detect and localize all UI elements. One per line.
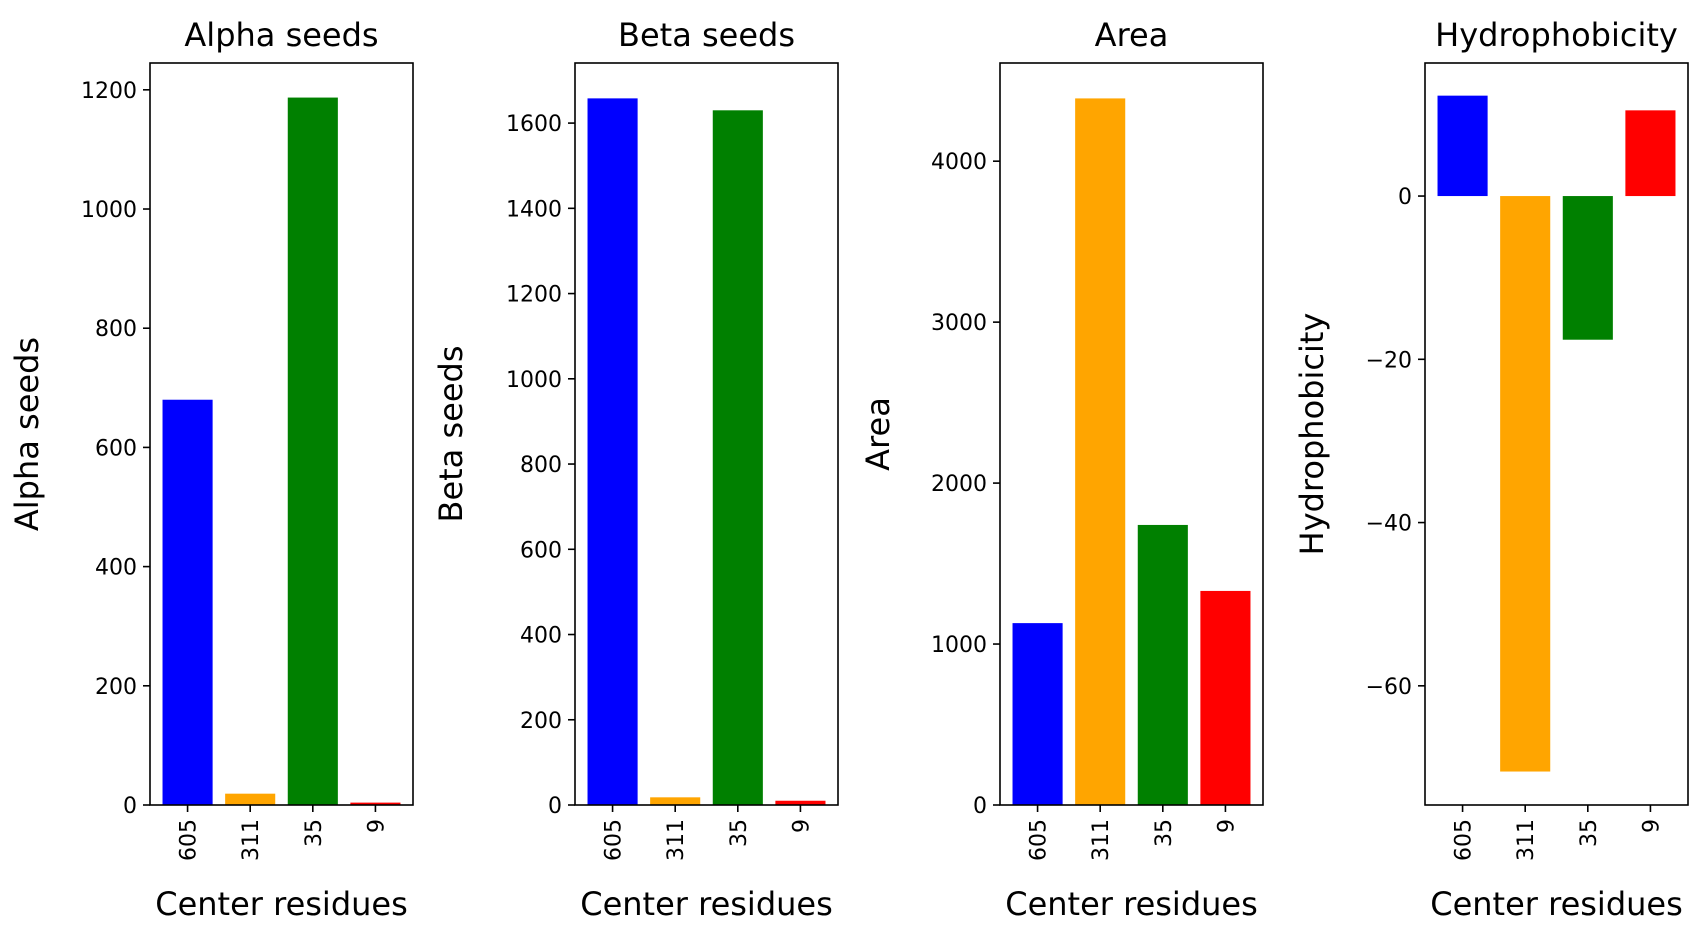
- y-tick-label: 1000: [931, 633, 987, 658]
- y-tick-label: 800: [95, 317, 137, 342]
- bar-605: [587, 98, 638, 806]
- plot-area: [587, 98, 826, 806]
- panel-hydrophobicity: Hydrophobicity Center residues Hydrophob…: [1293, 16, 1689, 923]
- y-axis-label: Hydrophobicity: [1293, 313, 1331, 556]
- bar-311: [225, 793, 276, 805]
- y-tick-label: −60: [1366, 675, 1412, 700]
- x-tick-label: 311: [239, 819, 264, 861]
- x-axis-label: Center residues: [1005, 885, 1258, 923]
- axes-frame: [1424, 62, 1689, 806]
- bar-9: [350, 802, 401, 805]
- x-tick-label: 605: [1452, 819, 1477, 861]
- y-tick-label: 0: [548, 794, 562, 819]
- x-tick-label: 35: [1152, 819, 1177, 847]
- bar-35: [1137, 524, 1188, 805]
- chart-title: Hydrophobicity: [1435, 16, 1678, 54]
- chart-title: Area: [1095, 16, 1169, 54]
- x-axis-label: Center residues: [580, 885, 833, 923]
- y-tick-label: 4000: [931, 150, 987, 175]
- x-axis-label: Center residues: [155, 885, 408, 923]
- bar-605: [162, 399, 213, 805]
- axes-frame: [574, 62, 839, 806]
- y-tick-label: 600: [520, 538, 562, 563]
- y-tick-label: 800: [520, 453, 562, 478]
- x-tick-label: 311: [664, 819, 689, 861]
- y-tick-label: 2000: [931, 472, 987, 497]
- bar-311: [650, 797, 701, 805]
- x-tick-label: 311: [1514, 819, 1539, 861]
- bar-35: [287, 97, 338, 805]
- y-axis-label: Area: [859, 397, 897, 471]
- bar-9: [1625, 110, 1676, 197]
- x-tick-label: 9: [1639, 819, 1664, 833]
- y-tick-label: 3000: [931, 311, 987, 336]
- y-tick-label: 1200: [81, 79, 137, 104]
- x-tick-label: 35: [727, 819, 752, 847]
- y-tick-label: 400: [95, 556, 137, 581]
- y-tick-label: 1200: [506, 283, 562, 308]
- plot-area: [162, 97, 401, 805]
- bar-35: [712, 110, 763, 805]
- y-tick-label: 1600: [506, 112, 562, 137]
- bar-9: [1200, 590, 1251, 805]
- x-axis-label: Center residues: [1430, 885, 1683, 923]
- bar-311: [1500, 196, 1551, 772]
- x-tick-label: 311: [1089, 819, 1114, 861]
- panel-beta-seeds: Beta seeds Center residues Beta seeds 0 2…: [432, 16, 839, 923]
- x-tick-label: 9: [1214, 819, 1239, 833]
- y-tick-label: 400: [520, 624, 562, 649]
- bar-35: [1562, 196, 1613, 340]
- y-tick-label: 0: [973, 794, 987, 819]
- y-tick-label: 0: [123, 794, 137, 819]
- bar-605: [1437, 95, 1488, 197]
- x-tick-label: 35: [1577, 819, 1602, 847]
- x-tick-label: 605: [1027, 819, 1052, 861]
- y-tick-label: 1400: [506, 197, 562, 222]
- y-tick-label: 1000: [81, 198, 137, 223]
- chart-title: Beta seeds: [618, 16, 795, 54]
- panel-alpha-seeds: Alpha seeds Center residues Alpha seeds …: [8, 16, 414, 923]
- y-tick-label: −40: [1366, 512, 1412, 537]
- y-tick-label: 200: [520, 709, 562, 734]
- x-tick-label: 9: [789, 819, 814, 833]
- x-tick-label: 35: [302, 819, 327, 847]
- plot-area: [1437, 95, 1676, 772]
- x-tick-label: 605: [177, 819, 202, 861]
- y-tick-label: 600: [95, 436, 137, 461]
- panel-area: Area Center residues Area 0 1000 2000 3000 4…: [859, 16, 1264, 923]
- bar-9: [775, 800, 826, 805]
- axes-frame: [999, 62, 1264, 806]
- y-axis-label: Alpha seeds: [8, 337, 46, 531]
- axes-frame: [149, 62, 414, 806]
- y-axis-label: Beta seeds: [432, 346, 470, 523]
- bar-605: [1012, 623, 1063, 805]
- y-tick-label: −20: [1366, 348, 1412, 373]
- x-tick-label: 9: [364, 819, 389, 833]
- y-tick-label: 1000: [506, 368, 562, 393]
- x-tick-label: 605: [602, 819, 627, 861]
- plot-area: [1012, 98, 1251, 806]
- bar-311: [1075, 98, 1126, 806]
- chart-title: Alpha seeds: [184, 16, 378, 54]
- y-tick-label: 200: [95, 675, 137, 700]
- y-tick-label: 0: [1398, 185, 1412, 210]
